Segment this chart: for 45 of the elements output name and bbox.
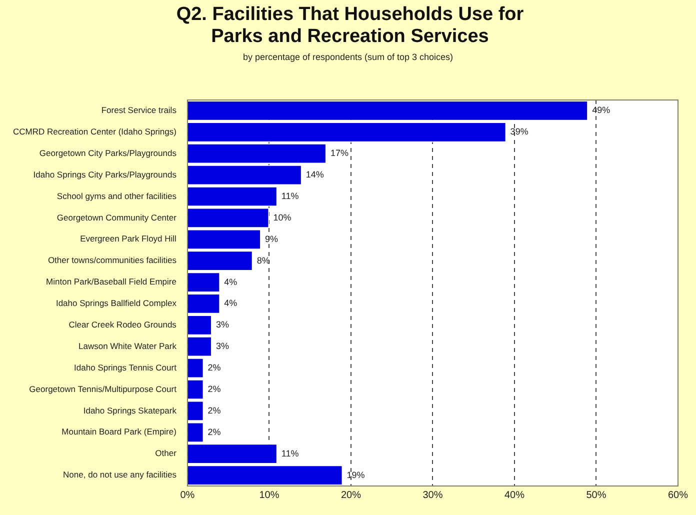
y-tick-label: Georgetown Community Center: [56, 212, 177, 222]
data-label: 49%: [592, 105, 610, 116]
data-label: 19%: [346, 470, 365, 480]
y-tick-label: CCMRD Recreation Center (Idaho Springs): [13, 126, 177, 137]
data-label: 3%: [216, 341, 229, 352]
data-label: 39%: [510, 126, 528, 137]
x-tick-label: 60%: [668, 490, 688, 501]
x-tick-label: 50%: [586, 490, 606, 501]
y-tick-label: Idaho Springs Ballfield Complex: [56, 298, 178, 308]
data-label: 3%: [216, 320, 229, 330]
data-label: 11%: [281, 448, 299, 458]
data-label: 2%: [208, 405, 221, 416]
data-label: 14%: [306, 170, 324, 180]
data-label: 2%: [208, 362, 221, 373]
data-label: 10%: [273, 212, 292, 222]
y-tick-label: Clear Creek Rodeo Grounds: [68, 320, 176, 330]
y-tick-label: Georgetown Tennis/Multipurpose Court: [29, 384, 178, 394]
y-tick-label: Idaho Springs City Parks/Playgrounds: [33, 169, 176, 180]
data-label: 9%: [265, 234, 278, 244]
data-label: 11%: [281, 190, 299, 201]
x-tick-label: 0%: [180, 490, 195, 501]
data-label: 8%: [256, 255, 270, 266]
x-tick-label: 20%: [340, 490, 362, 501]
y-tick-label: Forest Service trails: [101, 105, 176, 116]
y-tick-label: Georgetown City Parks/Playgrounds: [39, 148, 176, 158]
data-label: 4%: [224, 276, 238, 287]
y-tick-label: None, do not use any facilities: [63, 470, 176, 480]
data-label: 2%: [208, 426, 221, 437]
x-tick-label: 30%: [422, 490, 443, 501]
chart-title: Q2. Facilities That Households Use for Parks and Recreation Services: [175, 4, 525, 48]
y-tick-label: Idaho Springs Skatepark: [83, 405, 178, 416]
y-tick-label: Other: [155, 448, 177, 458]
y-tick-label: School gyms and other facilities: [56, 190, 176, 201]
x-tick-label: 40%: [504, 490, 525, 501]
y-tick-label: Lawson White Water Park: [78, 340, 178, 351]
chart-subtitle: by percentage of respondents (sum of top 3 choices): [242, 52, 454, 62]
data-label: 2%: [208, 384, 221, 394]
x-tick-label: 10%: [259, 490, 280, 501]
y-tick-label: Minton Park/Baseball Field Empire: [46, 276, 177, 287]
data-label: 17%: [330, 148, 348, 158]
y-tick-label: Other towns/communities facilities: [48, 255, 176, 266]
y-tick-label: Mountain Board Park (Empire): [62, 426, 177, 437]
y-tick-label: Evergreen Park Floyd Hill: [80, 234, 177, 244]
y-tick-label: Idaho Springs Tennis Court: [74, 362, 178, 372]
data-label: 4%: [224, 298, 238, 308]
